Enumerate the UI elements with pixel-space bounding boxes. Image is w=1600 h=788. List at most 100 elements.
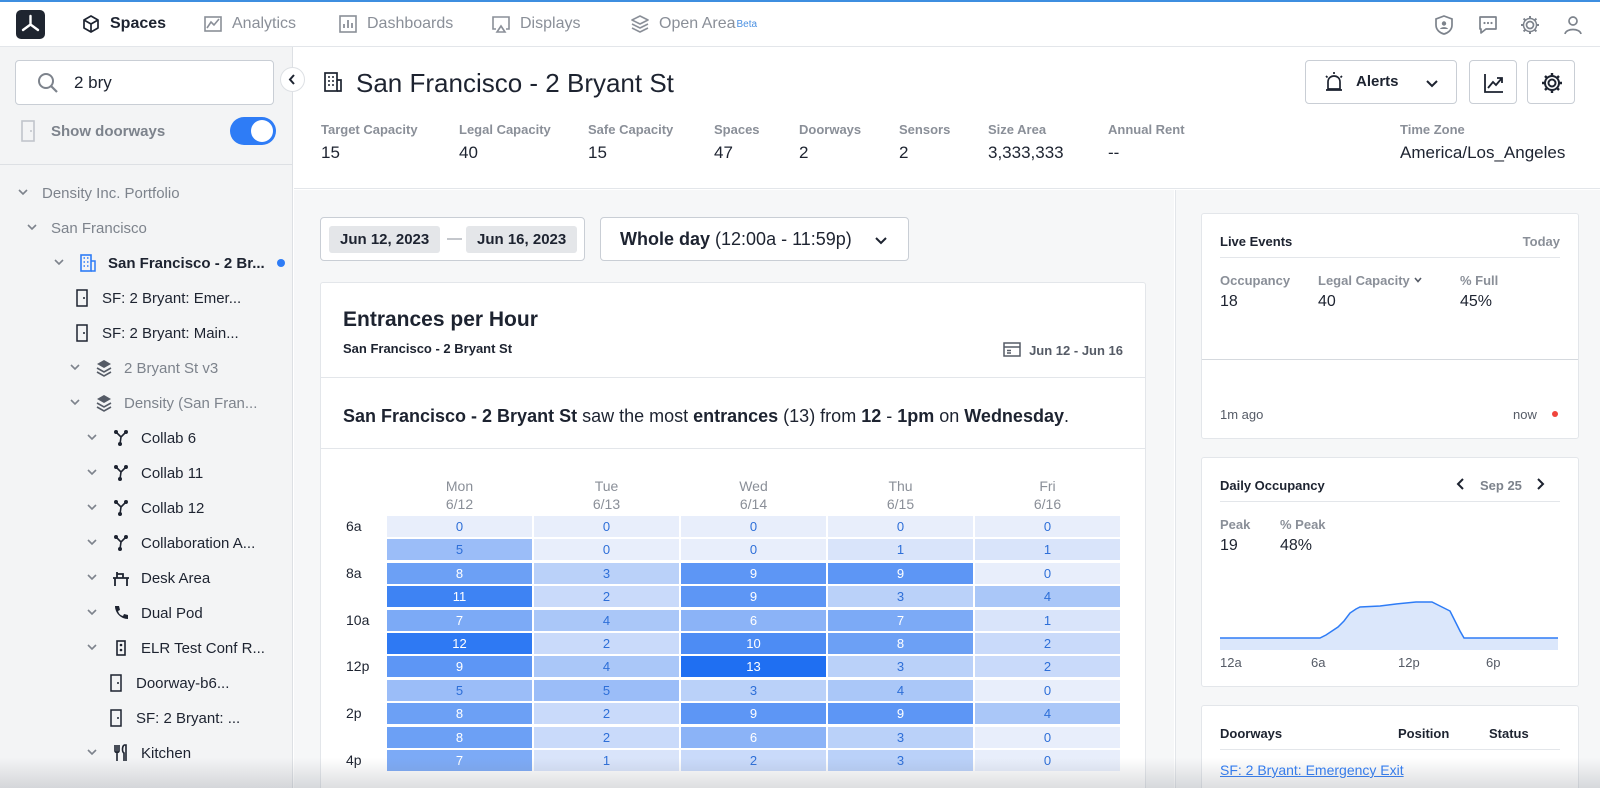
shield-user-icon[interactable] [1433,14,1455,36]
heatmap-cell[interactable]: 0 [828,516,973,537]
chevron-down-icon[interactable] [85,571,99,586]
chevron-down-icon[interactable] [85,466,99,481]
nav-dashboards[interactable]: Dashboards [338,14,453,34]
heatmap-cell[interactable]: 4 [975,703,1120,725]
tree-item[interactable]: SF: 2 Bryant: ... [106,707,240,729]
heatmap-cell[interactable]: 9 [828,562,973,584]
search-box[interactable] [15,60,274,105]
doorway-link[interactable]: SF: 2 Bryant: Emergency Exit [1220,762,1404,778]
heatmap-cell[interactable]: 4 [828,679,973,701]
prev-day-button[interactable] [1454,476,1468,497]
next-day-button[interactable] [1533,476,1547,497]
heatmap-cell[interactable]: 1 [534,750,679,771]
tree-item[interactable]: Collab 12 [85,497,204,519]
heatmap-cell[interactable]: 4 [534,609,679,631]
heatmap-cell[interactable]: 2 [534,726,679,748]
heatmap-cell[interactable]: 3 [828,750,973,771]
chevron-down-icon[interactable] [85,501,99,516]
tree-item[interactable]: ELR Test Conf R... [85,637,265,659]
chevron-down-icon[interactable] [85,606,99,621]
chevron-down-icon[interactable] [85,536,99,551]
date-range-picker[interactable]: Jun 12, 2023 — Jun 16, 2023 [320,217,585,261]
start-date[interactable]: Jun 12, 2023 [329,226,441,253]
heatmap-cell[interactable]: 4 [534,656,679,678]
heatmap-cell[interactable]: 0 [534,516,679,537]
heatmap-cell[interactable]: 3 [828,656,973,678]
tree-item[interactable]: Density Inc. Portfolio [16,182,180,204]
heatmap-cell[interactable]: 7 [387,609,532,631]
density-logo-icon[interactable] [16,10,45,39]
heatmap-cell[interactable]: 0 [975,562,1120,584]
tree-item[interactable]: SF: 2 Bryant: Main... [72,322,239,344]
chevron-down-icon[interactable] [52,256,66,271]
heatmap-cell[interactable]: 7 [387,750,532,771]
tree-item[interactable]: SF: 2 Bryant: Emer... [72,287,241,309]
heatmap-cell[interactable]: 2 [975,656,1120,678]
nav-analytics[interactable]: Analytics [203,14,296,34]
heatmap-cell[interactable]: 8 [387,703,532,725]
heatmap-cell[interactable]: 4 [975,586,1120,608]
heatmap-cell[interactable]: 3 [681,679,826,701]
heatmap-cell[interactable]: 2 [534,633,679,654]
gear-icon[interactable] [1519,14,1541,36]
chevron-down-icon[interactable] [16,186,30,201]
heatmap-cell[interactable]: 9 [681,703,826,725]
chevron-down-icon[interactable] [85,431,99,446]
heatmap-cell[interactable]: 5 [387,679,532,701]
heatmap-cell[interactable]: 8 [387,562,532,584]
tree-item[interactable]: Kitchen [85,742,191,764]
heatmap-cell[interactable]: 9 [387,656,532,678]
heatmap-cell[interactable]: 9 [681,586,826,608]
heatmap-cell[interactable]: 12 [387,633,532,654]
heatmap-cell[interactable]: 0 [681,516,826,537]
export-chart-button[interactable] [1469,60,1517,104]
space-settings-button[interactable] [1527,60,1575,104]
tree-item[interactable]: Doorway-b6... [106,672,229,694]
time-range-select[interactable]: Whole day (12:00a - 11:59p) [600,217,909,261]
nav-displays[interactable]: Displays [491,14,580,34]
chevron-down-icon[interactable] [68,361,82,376]
show-doorways-toggle[interactable] [230,117,276,145]
alerts-button[interactable]: Alerts [1305,60,1457,104]
heatmap-cell[interactable]: 0 [975,516,1120,537]
search-input[interactable] [74,71,264,95]
heatmap-cell[interactable]: 0 [975,726,1120,748]
heatmap-cell[interactable]: 1 [975,609,1120,631]
heatmap-cell[interactable]: 1 [975,539,1120,561]
chevron-down-icon[interactable] [85,641,99,656]
chat-icon[interactable] [1477,14,1499,36]
tree-item[interactable]: Collaboration A... [85,532,255,554]
user-icon[interactable] [1562,14,1584,36]
tree-item[interactable]: Desk Area [85,567,210,589]
heatmap-cell[interactable]: 0 [681,539,826,561]
tree-item[interactable]: Collab 11 [85,462,203,484]
heatmap-cell[interactable]: 0 [387,516,532,537]
tree-item[interactable]: San Francisco [25,217,147,239]
heatmap-cell[interactable]: 2 [975,633,1120,654]
nav-open-area[interactable]: Open Area Beta [630,14,757,34]
heatmap-cell[interactable]: 9 [681,562,826,584]
heatmap-cell[interactable]: 2 [534,703,679,725]
heatmap-cell[interactable]: 1 [828,539,973,561]
tree-item[interactable]: San Francisco - 2 Br... [52,252,285,274]
tree-item[interactable]: 2 Bryant St v3 [68,357,218,379]
heatmap-cell[interactable]: 2 [534,586,679,608]
heatmap-cell[interactable]: 11 [387,586,532,608]
tree-item[interactable]: Collab 6 [85,427,196,449]
heatmap-cell[interactable]: 3 [828,726,973,748]
collapse-sidebar-button[interactable] [280,67,305,92]
tree-item[interactable]: Dual Pod [85,602,203,624]
chevron-down-icon[interactable] [68,396,82,411]
end-date[interactable]: Jun 16, 2023 [466,226,578,253]
heatmap-cell[interactable]: 9 [828,703,973,725]
tree-item[interactable]: Density (San Fran... [68,392,257,414]
heatmap-cell[interactable]: 0 [975,750,1120,771]
heatmap-cell[interactable]: 7 [828,609,973,631]
heatmap-cell[interactable]: 8 [387,726,532,748]
heatmap-cell[interactable]: 10 [681,633,826,654]
chevron-down-icon[interactable] [85,746,99,761]
heatmap-cell[interactable]: 6 [681,609,826,631]
heatmap-cell[interactable]: 3 [534,562,679,584]
heatmap-cell[interactable]: 13 [681,656,826,678]
chevron-down-icon[interactable] [25,221,39,236]
